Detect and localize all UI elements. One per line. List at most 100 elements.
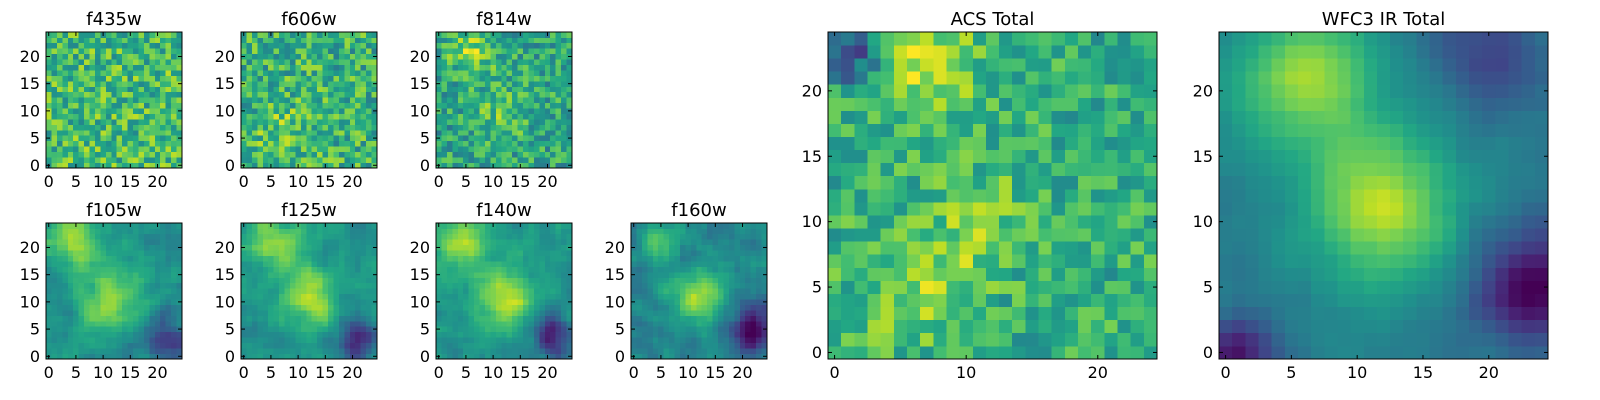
heatmap-cell	[56, 135, 63, 142]
heatmap-cell	[262, 70, 269, 76]
heatmap-cell	[116, 146, 123, 153]
heatmap-cell	[268, 293, 274, 300]
heatmap-cell	[880, 228, 895, 242]
plot-frame	[45, 31, 183, 169]
heatmap-cell	[533, 37, 540, 44]
heatmap-cell	[273, 353, 280, 360]
heatmap-cell	[246, 108, 253, 114]
heatmap-cell	[246, 70, 253, 76]
heatmap-cell	[273, 108, 280, 114]
heatmap-cell	[111, 162, 118, 169]
heatmap-cell	[669, 233, 675, 240]
heatmap-cell	[133, 140, 139, 147]
heatmap-cell	[750, 353, 757, 360]
heatmap-cell	[322, 80, 329, 87]
heatmap-cell	[663, 353, 670, 360]
heatmap-cell	[893, 254, 908, 268]
heatmap-cell	[457, 320, 464, 327]
heatmap-cell	[306, 266, 313, 273]
heatmap-cell	[116, 255, 123, 262]
heatmap-cell	[457, 86, 464, 93]
heatmap-cell	[669, 342, 675, 349]
heatmap-cell	[544, 315, 551, 322]
heatmap-cell	[105, 320, 112, 327]
heatmap-cell	[1012, 228, 1026, 242]
heatmap-cell	[133, 331, 139, 338]
heatmap-cell	[355, 233, 362, 240]
heatmap-cell	[138, 326, 145, 333]
y-tick-label: 15	[605, 265, 625, 284]
heatmap-cell	[550, 304, 557, 311]
heatmap-cell	[701, 261, 708, 267]
heatmap-cell	[739, 233, 746, 240]
heatmap-cell	[62, 304, 69, 311]
heatmap-cell	[533, 266, 540, 273]
heatmap-cell	[78, 282, 85, 289]
heatmap-cell	[528, 266, 535, 273]
heatmap-cell	[723, 337, 730, 344]
heatmap-cell	[523, 119, 529, 125]
heatmap-cell	[165, 228, 172, 235]
heatmap-cell	[328, 331, 334, 338]
heatmap-cell	[441, 277, 448, 284]
heatmap-cell	[289, 59, 296, 65]
heatmap-cell	[555, 124, 562, 131]
heatmap-cell	[46, 86, 52, 93]
heatmap-cell	[344, 91, 351, 98]
heatmap-cell	[273, 146, 280, 153]
heatmap-cell	[723, 223, 730, 229]
heatmap-cell	[165, 108, 172, 114]
heatmap-cell	[46, 42, 52, 49]
heatmap-cell	[658, 348, 664, 354]
heatmap-cell	[723, 310, 730, 316]
heatmap-cell	[333, 108, 340, 114]
heatmap-cell	[111, 326, 118, 333]
heatmap-cell	[484, 97, 491, 104]
heatmap-cell	[658, 299, 664, 305]
heatmap-cell	[679, 337, 686, 344]
heatmap-cell	[517, 53, 524, 60]
heatmap-cell	[62, 320, 69, 327]
heatmap-cell	[696, 266, 703, 273]
heatmap-cell	[647, 353, 654, 360]
heatmap-cell	[138, 337, 145, 344]
heatmap-cell	[284, 233, 291, 240]
heatmap-cell	[262, 326, 269, 333]
heatmap-cell	[67, 64, 74, 71]
heatmap-cell	[328, 86, 334, 93]
heatmap-cell	[241, 64, 247, 71]
heatmap-cell	[506, 261, 513, 267]
heatmap-cell	[561, 331, 567, 338]
heatmap-cell	[679, 277, 686, 284]
heatmap-cell	[495, 135, 502, 142]
heatmap-cell	[51, 337, 58, 344]
heatmap-cell	[652, 304, 659, 311]
heatmap-cell	[506, 326, 513, 333]
heatmap-cell	[333, 261, 340, 267]
heatmap-cell	[474, 124, 480, 131]
heatmap-cell	[1143, 215, 1158, 229]
heatmap-cell	[84, 42, 90, 49]
heatmap-cell	[533, 32, 540, 38]
heatmap-cell	[880, 162, 895, 177]
heatmap-cell	[46, 261, 52, 267]
heatmap-cell	[78, 255, 85, 262]
heatmap-cell	[828, 162, 842, 177]
heatmap-cell	[56, 108, 63, 114]
heatmap-cell	[349, 140, 356, 147]
heatmap-cell	[171, 310, 177, 316]
heatmap-cell	[712, 261, 719, 267]
heatmap-cell	[257, 91, 264, 98]
heatmap-cell	[652, 310, 659, 316]
heatmap-cell	[1025, 306, 1039, 321]
heatmap-cell	[506, 288, 513, 295]
heatmap-cell	[550, 113, 557, 120]
heatmap-cell	[734, 223, 741, 229]
heatmap-cell	[143, 80, 150, 87]
heatmap-cell	[89, 299, 96, 305]
heatmap-cell	[154, 326, 161, 333]
heatmap-cell	[1091, 280, 1105, 294]
heatmap-cell	[78, 261, 85, 267]
heatmap-cell	[636, 348, 643, 354]
heatmap-cell	[484, 59, 491, 65]
